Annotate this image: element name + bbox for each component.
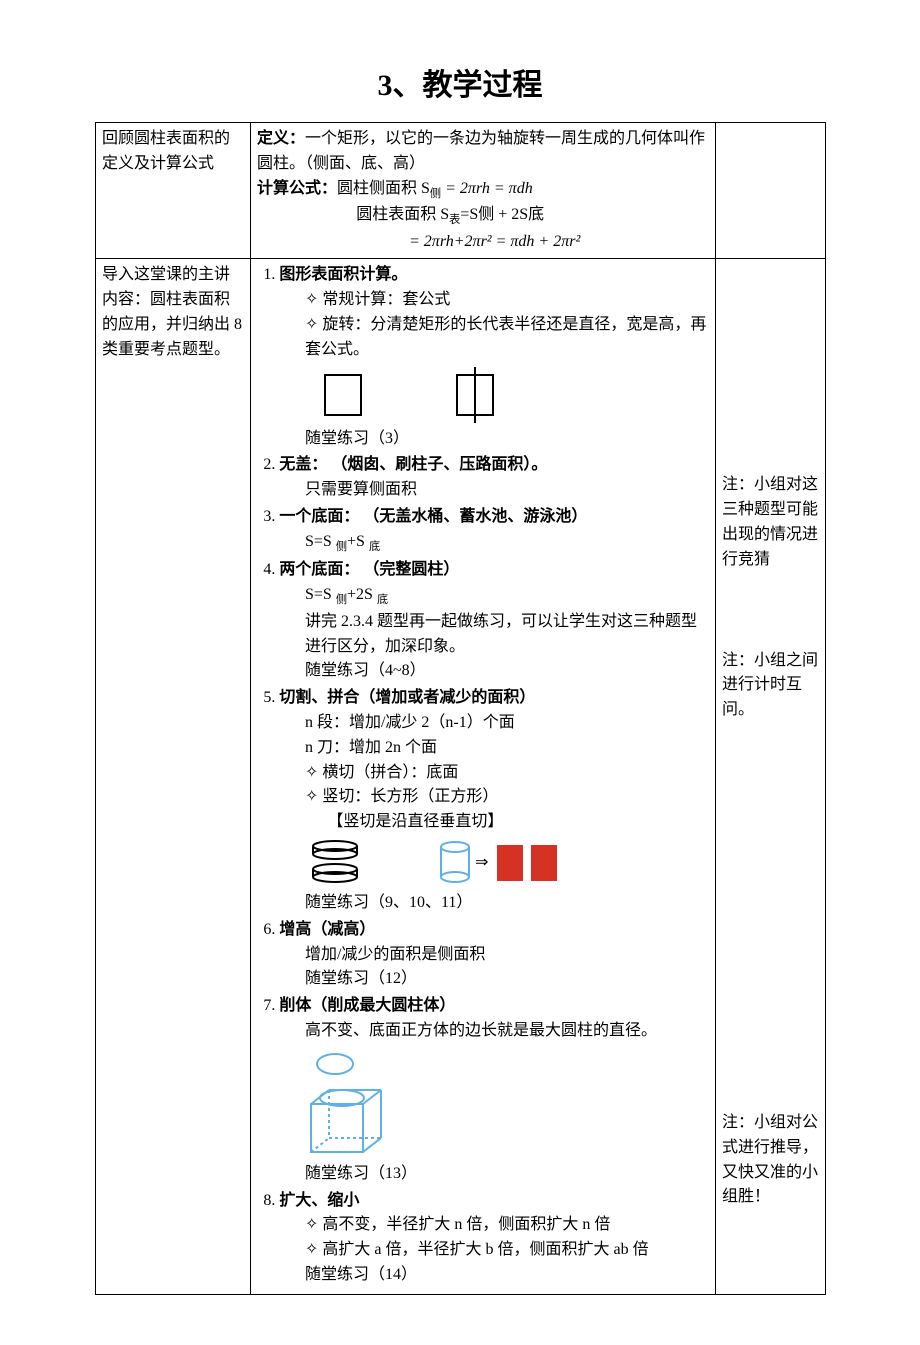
- table-row: 导入这堂课的主讲内容：圆柱表面积的应用，并归纳出 8 类重要考点题型。 图形表面…: [96, 259, 826, 1294]
- formula-1b: = 2πrh = πdh: [441, 180, 533, 197]
- row1-left: 回顾圆柱表面积的定义及计算公式: [96, 123, 251, 259]
- p6-a: 增加/减少的面积是侧面积: [279, 943, 709, 968]
- p5-b: n 刀：增加 2n 个面: [279, 736, 709, 761]
- main-table: 回顾圆柱表面积的定义及计算公式 定义：一个矩形，以它的一条边为轴旋转一周生成的几…: [95, 122, 826, 1295]
- list-item: 切割、拼合（增加或者减少的面积） n 段：增加/减少 2（n-1）个面 n 刀：…: [279, 686, 709, 916]
- p5-d: 竖切：长方形（正方形）: [305, 785, 709, 810]
- p6-ex: 随堂练习（12）: [279, 967, 709, 992]
- p8-a: 高不变，半径扩大 n 倍，侧面积扩大 n 倍: [305, 1213, 709, 1238]
- formula-2b: =S侧 + 2S底: [460, 206, 544, 223]
- p1-ex: 随堂练习（3）: [279, 430, 409, 447]
- p6-title: 增高（减高）: [279, 921, 375, 938]
- cube-inscribe-diagram: [305, 1048, 425, 1158]
- list-item: 增高（减高） 增加/减少的面积是侧面积 随堂练习（12）: [279, 918, 709, 992]
- formula-label: 计算公式：: [257, 180, 337, 197]
- right-note-1: 注：小组对这三种题型可能出现的情况进行竞猜: [722, 473, 819, 572]
- list-item: 扩大、缩小 高不变，半径扩大 n 倍，侧面积扩大 n 倍 高扩大 a 倍，半径扩…: [279, 1189, 709, 1288]
- p4-title: 两个底面： （完整圆柱）: [279, 561, 459, 578]
- sub-ce: 侧: [430, 188, 441, 200]
- sub-biao: 表: [449, 214, 460, 226]
- row2-mid: 图形表面积计算。 常规计算：套公式 旋转：分清楚矩形的长代表半径还是直径，宽是高…: [251, 259, 716, 1294]
- p3-b: +S: [347, 533, 369, 550]
- title-text: 教学过程: [423, 69, 543, 102]
- formula-1a: 圆柱侧面积 S: [337, 180, 430, 197]
- p1-a: 常规计算：套公式: [305, 288, 709, 313]
- title-number: 3: [378, 69, 393, 102]
- p5-title: 切割、拼合（增加或者减少的面积）: [279, 689, 535, 706]
- list-item: 无盖： （烟囱、刷柱子、压路面积）。 只需要算侧面积: [279, 453, 709, 503]
- def-label: 定义：: [257, 130, 305, 147]
- sub-di-icon: 底: [369, 541, 380, 553]
- p1-title: 图形表面积计算。: [279, 266, 407, 283]
- row2-right: 注：小组对这三种题型可能出现的情况进行竞猜 注：小组之间进行计时互问。 注：小组…: [716, 259, 826, 1294]
- p4-note: 讲完 2.3.4 题型再一起做练习，可以让学生对这三种题型进行区分，加深印象。: [279, 610, 709, 660]
- formula-2: 圆柱表面积 S表=S侧 + 2S底: [257, 203, 709, 230]
- p2-text: 只需要算侧面积: [279, 478, 709, 503]
- right-note-3: 注：小组对公式进行推导，又快又准的小组胜！: [722, 1111, 819, 1210]
- formula-2a: 圆柱表面积 S: [356, 206, 449, 223]
- page-title: 3、教学过程: [95, 60, 825, 104]
- sub-ce-icon: 侧: [336, 541, 347, 553]
- p5-c: 横切（拼合）：底面: [305, 761, 709, 786]
- p4-b: +2S: [347, 586, 377, 603]
- list-item: 两个底面： （完整圆柱） S=S 侧+2S 底 讲完 2.3.4 题型再一起做练…: [279, 558, 709, 684]
- p8-ex: 随堂练习（14）: [279, 1263, 709, 1288]
- sub-di-icon: 底: [377, 594, 388, 606]
- rect-rotation-diagram: [305, 367, 565, 423]
- p2-title: 无盖： （烟囱、刷柱子、压路面积）。: [279, 456, 547, 473]
- p3-formula: S=S 侧+S 底: [279, 530, 709, 557]
- row1-mid: 定义：一个矩形，以它的一条边为轴旋转一周生成的几何体叫作圆柱。（侧面、底、高） …: [251, 123, 716, 259]
- p1-sublist: 常规计算：套公式 旋转：分清楚矩形的长代表半径还是直径，宽是高，再套公式。: [279, 288, 709, 362]
- p4-formula: S=S 侧+2S 底: [279, 583, 709, 610]
- p5-e: 【竖切是沿直径垂直切】: [279, 810, 709, 835]
- p3-a: S=S: [305, 533, 336, 550]
- p7-title: 削体（削成最大圆柱体）: [279, 997, 455, 1014]
- p1-b: 旋转：分清楚矩形的长代表半径还是直径，宽是高，再套公式。: [305, 313, 709, 363]
- right-note-2: 注：小组之间进行计时互问。: [722, 649, 819, 723]
- title-sep: 、: [393, 69, 423, 102]
- p8-title: 扩大、缩小: [279, 1192, 359, 1209]
- p5-a: n 段：增加/减少 2（n-1）个面: [279, 711, 709, 736]
- list-item: 削体（削成最大圆柱体） 高不变、底面正方体的边长就是最大圆柱的直径。: [279, 994, 709, 1186]
- p4-a: S=S: [305, 586, 336, 603]
- row2-left: 导入这堂课的主讲内容：圆柱表面积的应用，并归纳出 8 类重要考点题型。: [96, 259, 251, 1294]
- document-page: 3、教学过程 回顾圆柱表面积的定义及计算公式 定义：一个矩形，以它的一条边为轴旋…: [0, 0, 920, 1345]
- p7-ex: 随堂练习（13）: [279, 1162, 709, 1187]
- p3-title: 一个底面： （无盖水桶、蓄水池、游泳池）: [279, 508, 587, 525]
- svg-text:⇒: ⇒: [475, 854, 488, 871]
- p5-sublist: 横切（拼合）：底面 竖切：长方形（正方形）: [279, 761, 709, 811]
- p8-b: 高扩大 a 倍，半径扩大 b 倍，侧面积扩大 ab 倍: [305, 1238, 709, 1263]
- p4-ex: 随堂练习（4~8）: [279, 659, 709, 684]
- p8-sublist: 高不变，半径扩大 n 倍，侧面积扩大 n 倍 高扩大 a 倍，半径扩大 b 倍，…: [279, 1213, 709, 1263]
- list-item: 图形表面积计算。 常规计算：套公式 旋转：分清楚矩形的长代表半径还是直径，宽是高…: [279, 263, 709, 451]
- p7-a: 高不变、底面正方体的边长就是最大圆柱的直径。: [279, 1019, 709, 1044]
- row1-right: [716, 123, 826, 259]
- cut-merge-diagram: ⇒: [305, 839, 585, 887]
- type-ordered-list: 图形表面积计算。 常规计算：套公式 旋转：分清楚矩形的长代表半径还是直径，宽是高…: [257, 263, 709, 1287]
- p5-ex: 随堂练习（9、10、11）: [279, 891, 709, 916]
- list-item: 一个底面： （无盖水桶、蓄水池、游泳池） S=S 侧+S 底: [279, 505, 709, 556]
- table-row: 回顾圆柱表面积的定义及计算公式 定义：一个矩形，以它的一条边为轴旋转一周生成的几…: [96, 123, 826, 259]
- formula-3: = 2πrh+2πr² = πdh + 2πr²: [257, 230, 709, 255]
- def-text: 一个矩形，以它的一条边为轴旋转一周生成的几何体叫作圆柱。（侧面、底、高）: [257, 130, 705, 172]
- sub-ce-icon: 侧: [336, 594, 347, 606]
